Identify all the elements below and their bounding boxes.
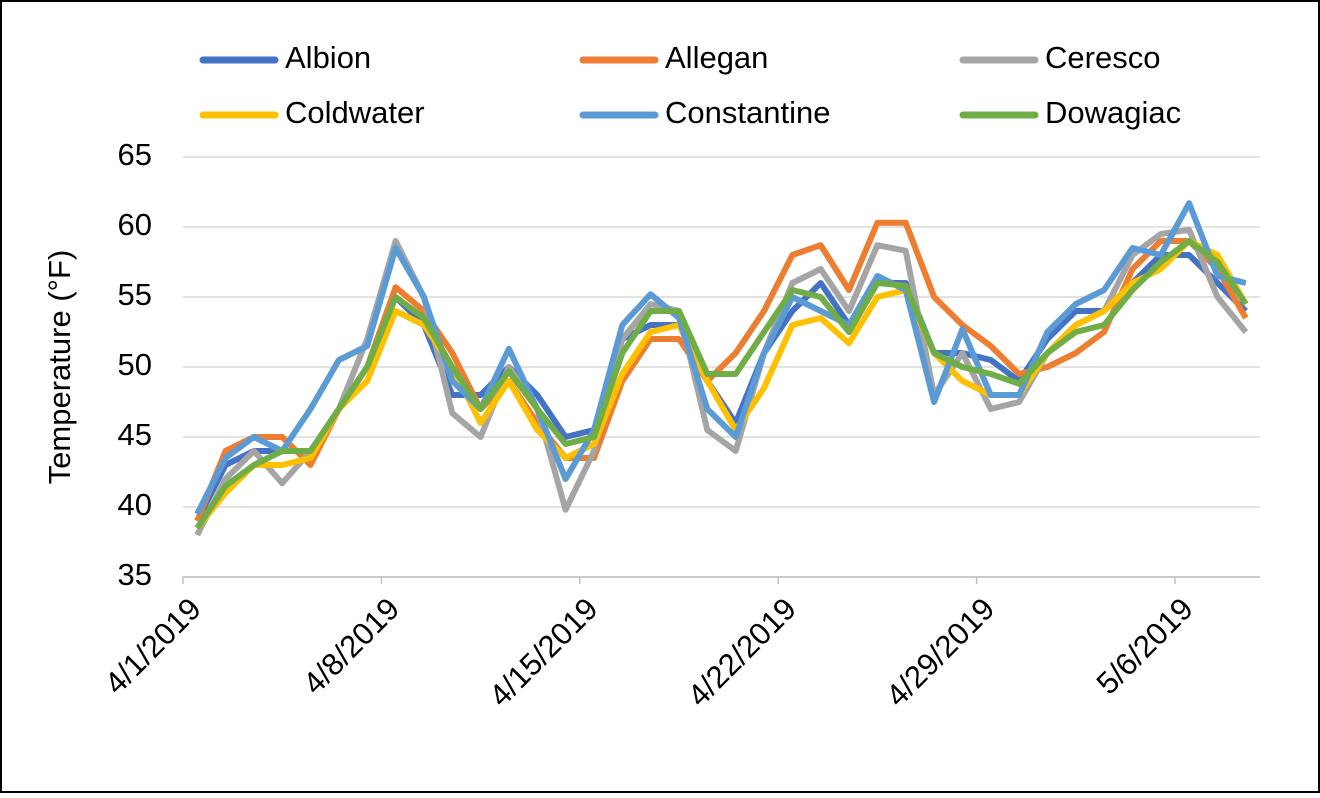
y-tick-label: 60 [118, 207, 152, 242]
legend-label: Ceresco [1045, 40, 1160, 75]
legend-label: Constantine [665, 95, 830, 130]
legend-label: Coldwater [285, 95, 425, 130]
series-line [194, 238, 1249, 530]
y-axis-label: Temperature (°F) [42, 250, 77, 485]
y-tick-label: 50 [118, 347, 152, 382]
y-tick-label: 65 [118, 137, 152, 172]
y-tick-label: 45 [118, 417, 152, 452]
legend-label: Allegan [665, 40, 768, 75]
series-line [194, 238, 1249, 530]
series-line [194, 200, 1247, 516]
y-tick-label: 40 [118, 487, 152, 522]
y-tick-label: 55 [118, 277, 152, 312]
legend-label: Dowagiac [1045, 95, 1181, 130]
y-tick-label: 35 [118, 557, 152, 592]
legend-label: Albion [285, 40, 371, 75]
